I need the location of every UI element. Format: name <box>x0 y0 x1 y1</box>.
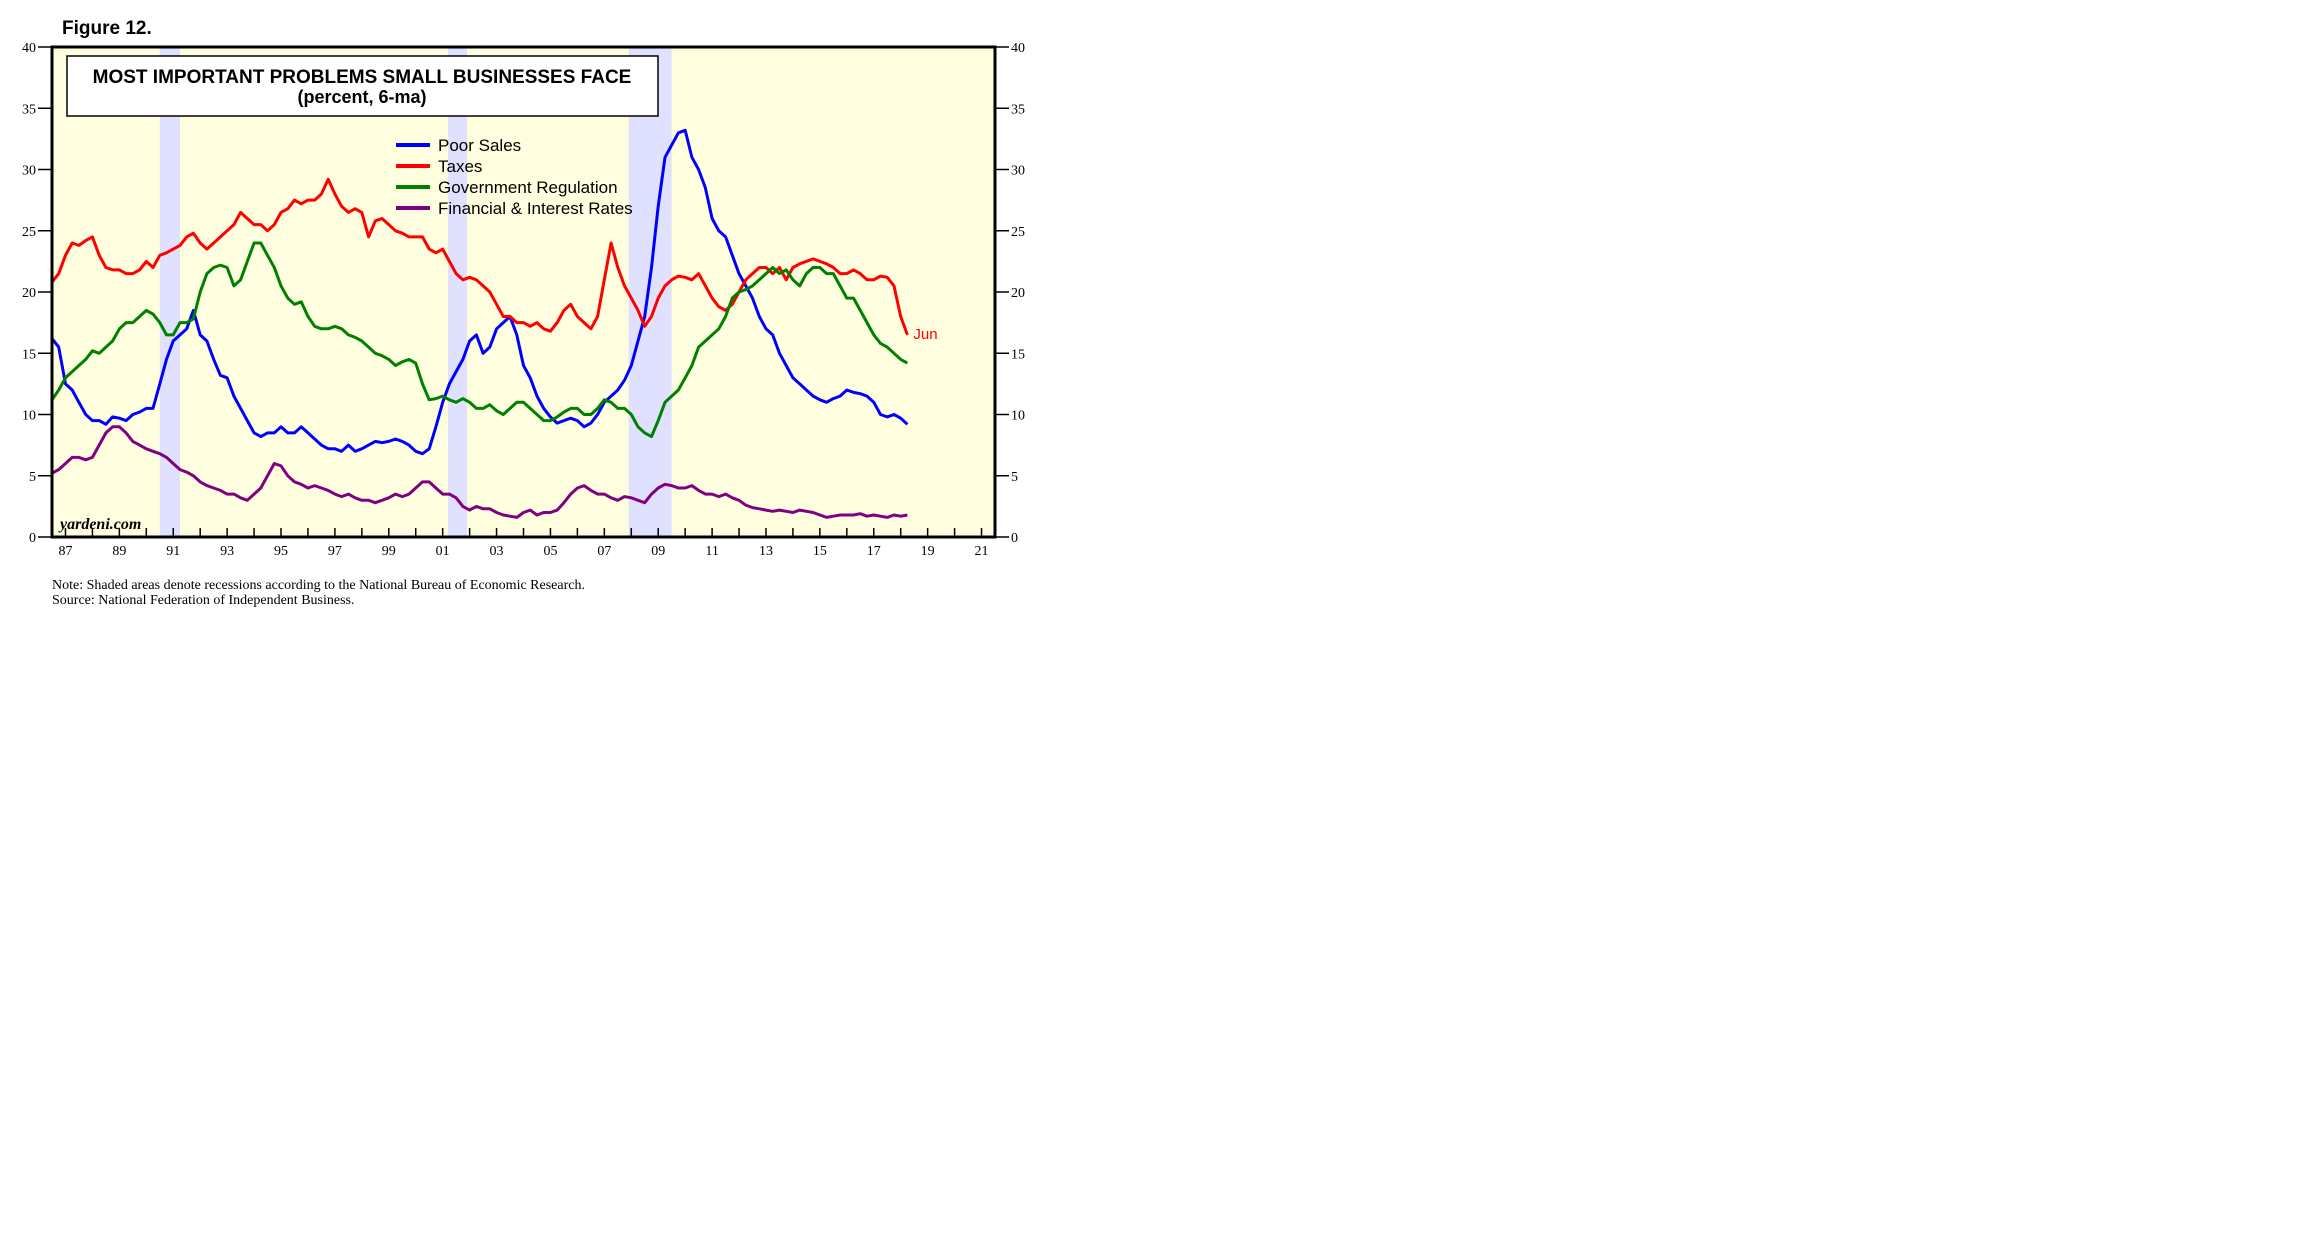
legend-label-financial-and-interest-rates: Financial & Interest Rates <box>438 199 633 218</box>
x-tick-label: 19 <box>921 544 935 559</box>
x-tick-label: 15 <box>813 544 827 559</box>
x-tick-label: 93 <box>220 544 234 559</box>
x-tick-label: 21 <box>975 544 989 559</box>
y-tick-label-right: 0 <box>1011 531 1018 546</box>
x-tick-label: 03 <box>490 544 504 559</box>
source-text: Source: National Federation of Independe… <box>52 593 354 608</box>
x-tick-label: 95 <box>274 544 288 559</box>
x-tick-label: 99 <box>382 544 396 559</box>
legend-label-government-regulation: Government Regulation <box>438 178 618 197</box>
chart-subtitle: (percent, 6-ma) <box>297 87 426 107</box>
series-line-financial-and-interest-rates <box>51 425 908 519</box>
legend-label-taxes: Taxes <box>438 157 482 176</box>
x-tick-label: 01 <box>436 544 450 559</box>
y-tick-label-right: 20 <box>1011 286 1025 301</box>
y-tick-label-left: 20 <box>22 286 36 301</box>
y-tick-label-right: 35 <box>1011 102 1025 117</box>
x-tick-label: 05 <box>543 544 557 559</box>
x-tick-label: 97 <box>328 544 342 559</box>
x-tick-label: 17 <box>867 544 881 559</box>
legend-label-poor-sales: Poor Sales <box>438 136 521 155</box>
y-tick-label-left: 10 <box>22 409 36 424</box>
series-line-taxes <box>50 177 909 336</box>
recession-band <box>448 47 467 537</box>
series-lines <box>50 128 909 519</box>
series-line-government-regulation <box>50 241 909 439</box>
title-box-frame <box>66 55 659 117</box>
recession-shading <box>159 47 672 537</box>
y-tick-label-left: 0 <box>29 531 36 546</box>
note-text: Note: Shaded areas denote recessions acc… <box>52 578 585 593</box>
watermark: yardeni.com <box>58 516 141 533</box>
y-tick-label-right: 30 <box>1011 164 1025 179</box>
chart-title-box: MOST IMPORTANT PROBLEMS SMALL BUSINESSES… <box>66 55 659 117</box>
end-label: Jun <box>913 326 937 343</box>
x-tick-label: 09 <box>651 544 665 559</box>
y-tick-label-left: 40 <box>22 41 36 56</box>
y-tick-label-left: 25 <box>22 225 36 240</box>
legend: Poor Sales Taxes Government Regulation Fina… <box>396 136 633 218</box>
recession-band <box>628 47 672 537</box>
x-tick-label: 91 <box>166 544 180 559</box>
figure-label: Figure 12. <box>62 18 152 39</box>
y-tick-label-right: 15 <box>1011 347 1025 362</box>
y-tick-label-left: 15 <box>22 347 36 362</box>
x-tick-label: 87 <box>58 544 72 559</box>
y-tick-label-right: 40 <box>1011 41 1025 56</box>
x-tick-label: 89 <box>112 544 126 559</box>
y-tick-label-left: 5 <box>29 470 36 485</box>
plot-area <box>50 45 997 539</box>
y-tick-label-right: 10 <box>1011 409 1025 424</box>
x-tick-label: 13 <box>759 544 773 559</box>
recession-band <box>159 47 180 537</box>
x-tick-label: 11 <box>705 544 718 559</box>
plot-background <box>52 47 995 537</box>
x-tick-label: 07 <box>597 544 611 559</box>
y-tick-label-right: 5 <box>1011 470 1018 485</box>
chart-title: MOST IMPORTANT PROBLEMS SMALL BUSINESSES… <box>93 67 632 88</box>
y-tick-label-left: 35 <box>22 102 36 117</box>
y-tick-label-left: 30 <box>22 164 36 179</box>
y-tick-label-right: 25 <box>1011 225 1025 240</box>
